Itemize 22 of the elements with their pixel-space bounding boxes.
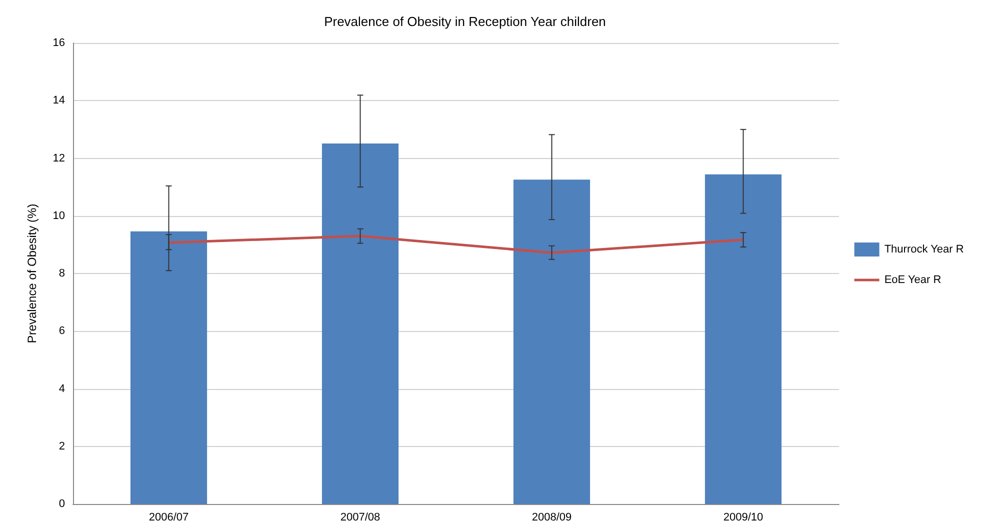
x-tick-label: 2008/09: [532, 512, 572, 524]
bar: [704, 174, 782, 504]
y-tick-label: 0: [58, 498, 65, 510]
x-tick-label: 2009/10: [723, 512, 764, 524]
legend-label: EoE Year R: [884, 274, 942, 286]
chart-title: Prevalence of Obesity in Reception Year children: [324, 14, 606, 29]
y-tick-label: 14: [52, 94, 65, 107]
legend-label: Thurrock Year R: [884, 244, 964, 256]
y-tick-label: 12: [52, 152, 65, 164]
y-tick-label: 2: [58, 440, 65, 452]
bar: [130, 231, 208, 504]
y-axis-title: Prevalence of Obesity (%): [25, 204, 39, 344]
y-tick-label: 10: [52, 210, 65, 222]
y-tick-label: 8: [58, 268, 65, 280]
y-tick-label: 6: [58, 325, 65, 338]
x-tick-label: 2007/08: [340, 512, 380, 524]
x-tick-label: 2006/07: [148, 512, 189, 524]
line-series: [168, 234, 744, 254]
bar: [513, 180, 590, 504]
y-tick-label: 4: [58, 382, 65, 395]
y-tick-label: 16: [52, 37, 65, 49]
bar: [322, 144, 399, 504]
